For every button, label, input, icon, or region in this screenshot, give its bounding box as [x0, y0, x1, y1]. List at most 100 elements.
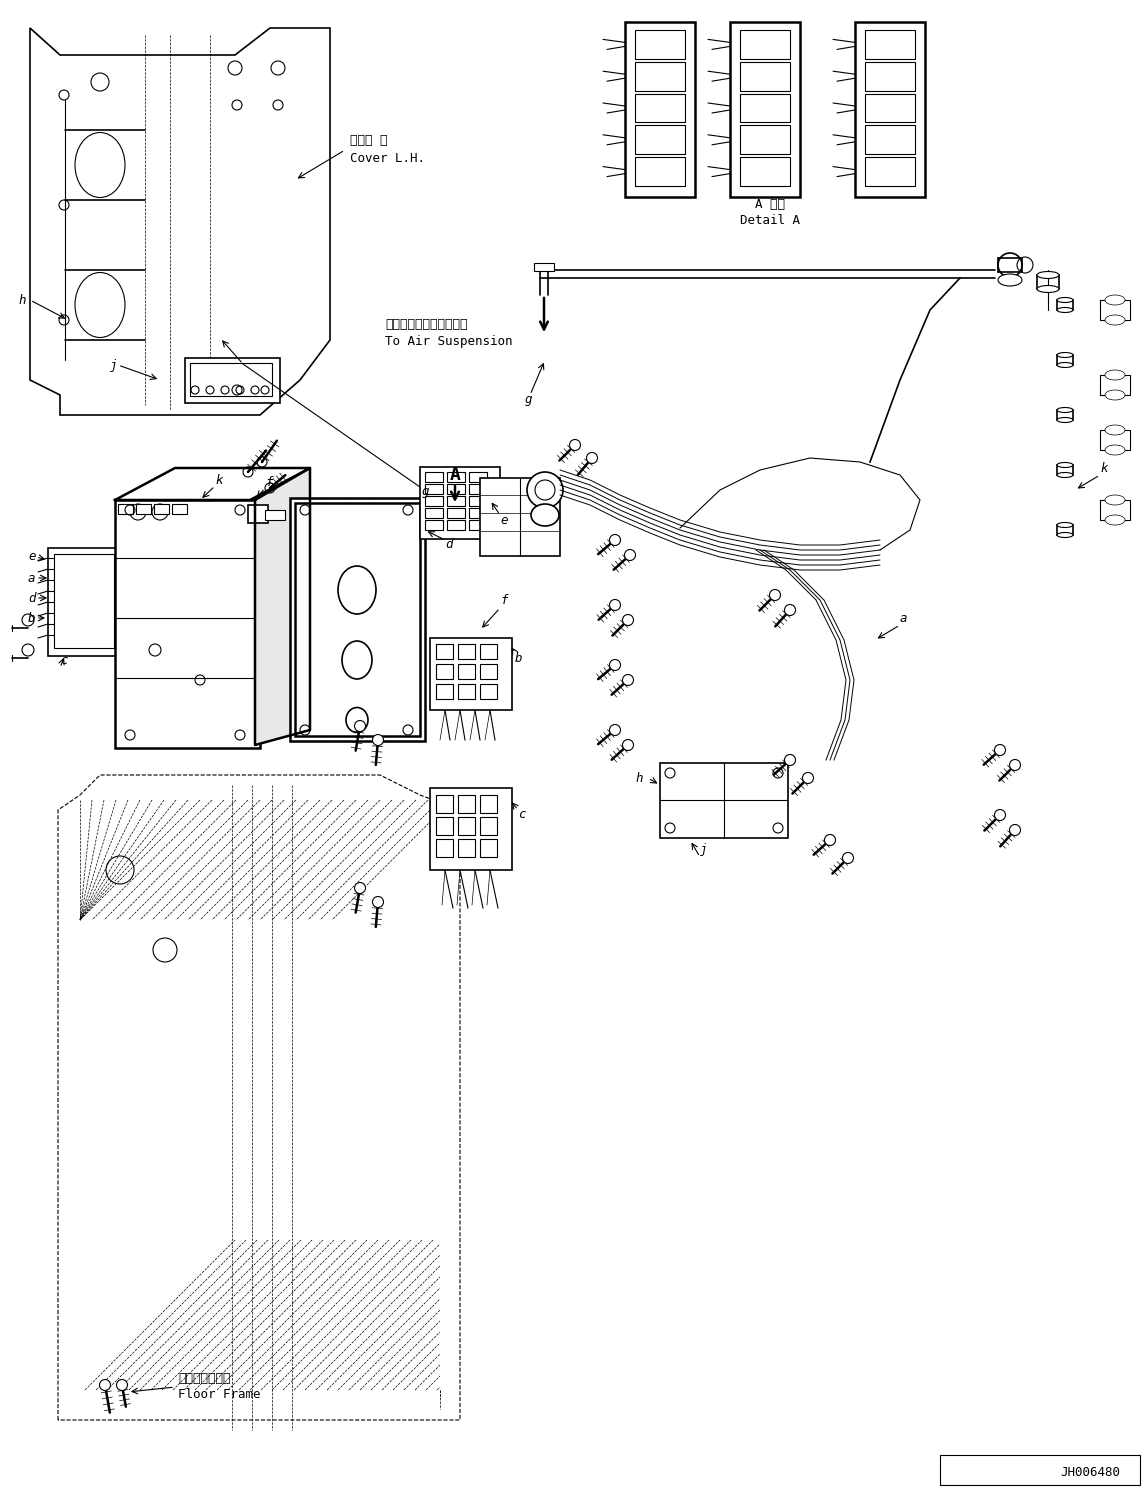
Text: e: e — [28, 550, 36, 564]
Bar — [447, 473, 465, 482]
Bar — [480, 479, 560, 556]
Circle shape — [257, 458, 267, 467]
Bar — [265, 510, 285, 520]
Bar — [154, 504, 169, 514]
Circle shape — [355, 883, 365, 893]
Ellipse shape — [1057, 473, 1073, 477]
Polygon shape — [255, 468, 310, 746]
Bar — [458, 684, 475, 699]
Bar — [447, 497, 465, 505]
Text: d: d — [28, 592, 36, 604]
Ellipse shape — [1057, 417, 1073, 422]
Bar — [458, 839, 475, 857]
Bar — [740, 61, 790, 91]
Ellipse shape — [1106, 495, 1125, 505]
Bar — [1100, 376, 1130, 395]
Bar — [458, 644, 475, 659]
Bar — [635, 157, 685, 186]
Bar — [635, 30, 685, 58]
Bar — [480, 817, 497, 835]
Bar — [436, 663, 453, 678]
Bar — [118, 504, 133, 514]
Ellipse shape — [1106, 370, 1125, 380]
Bar — [470, 485, 487, 494]
Bar — [1057, 410, 1073, 420]
Ellipse shape — [532, 504, 559, 526]
Text: A 詳細: A 詳細 — [755, 198, 785, 212]
Circle shape — [116, 1379, 127, 1391]
Ellipse shape — [1057, 352, 1073, 358]
Polygon shape — [30, 28, 329, 414]
Bar — [940, 1455, 1140, 1485]
Text: エアーサスペンションへ: エアーサスペンションへ — [385, 319, 467, 331]
Bar — [470, 473, 487, 482]
Bar — [1057, 525, 1073, 535]
Ellipse shape — [1057, 532, 1073, 537]
Bar — [740, 30, 790, 58]
Bar — [436, 795, 453, 813]
Polygon shape — [115, 468, 310, 499]
Bar — [470, 508, 487, 517]
Bar — [864, 61, 915, 91]
Bar — [115, 499, 259, 748]
Bar — [635, 125, 685, 154]
Bar — [1100, 499, 1130, 520]
Circle shape — [625, 550, 636, 561]
Text: j: j — [110, 358, 117, 371]
Bar — [470, 520, 487, 529]
Bar — [855, 22, 925, 197]
Text: d: d — [445, 538, 452, 552]
Text: h: h — [18, 294, 25, 307]
Ellipse shape — [1106, 425, 1125, 435]
Bar — [480, 684, 497, 699]
Circle shape — [22, 644, 34, 656]
Bar — [1100, 429, 1130, 450]
Bar — [436, 839, 453, 857]
Text: c: c — [518, 808, 526, 822]
Ellipse shape — [1057, 298, 1073, 303]
Bar — [660, 763, 788, 838]
Circle shape — [535, 480, 554, 499]
Ellipse shape — [1106, 295, 1125, 306]
Bar — [436, 684, 453, 699]
Bar — [730, 22, 800, 197]
Circle shape — [355, 720, 365, 732]
Ellipse shape — [346, 708, 369, 732]
Bar — [864, 94, 915, 122]
Text: JH006480: JH006480 — [1060, 1466, 1120, 1479]
Bar — [191, 362, 272, 397]
Text: b: b — [28, 611, 36, 625]
Bar — [436, 644, 453, 659]
Bar — [1057, 465, 1073, 476]
Text: A: A — [450, 467, 460, 485]
Ellipse shape — [342, 641, 372, 678]
Bar — [425, 485, 443, 494]
Ellipse shape — [1106, 391, 1125, 400]
Bar — [1100, 300, 1130, 321]
Bar — [436, 817, 453, 835]
Bar — [458, 663, 475, 678]
Bar — [447, 508, 465, 517]
Text: h: h — [635, 771, 643, 784]
Bar — [54, 555, 114, 649]
Bar — [430, 638, 512, 710]
Bar — [1037, 274, 1058, 289]
Bar — [248, 505, 267, 523]
Circle shape — [243, 467, 253, 477]
Bar — [1057, 355, 1073, 365]
Bar — [48, 549, 121, 656]
Text: Floor Frame: Floor Frame — [178, 1388, 261, 1402]
Bar — [480, 663, 497, 678]
Bar — [625, 22, 695, 197]
Text: f: f — [501, 593, 507, 607]
Circle shape — [998, 253, 1022, 277]
Bar — [480, 644, 497, 659]
Text: f: f — [265, 476, 272, 489]
Circle shape — [587, 452, 597, 464]
Ellipse shape — [1037, 285, 1058, 292]
Text: Detail A: Detail A — [740, 213, 800, 227]
Circle shape — [622, 740, 634, 750]
Circle shape — [610, 725, 621, 735]
Ellipse shape — [1037, 271, 1058, 279]
Text: c: c — [60, 653, 68, 666]
